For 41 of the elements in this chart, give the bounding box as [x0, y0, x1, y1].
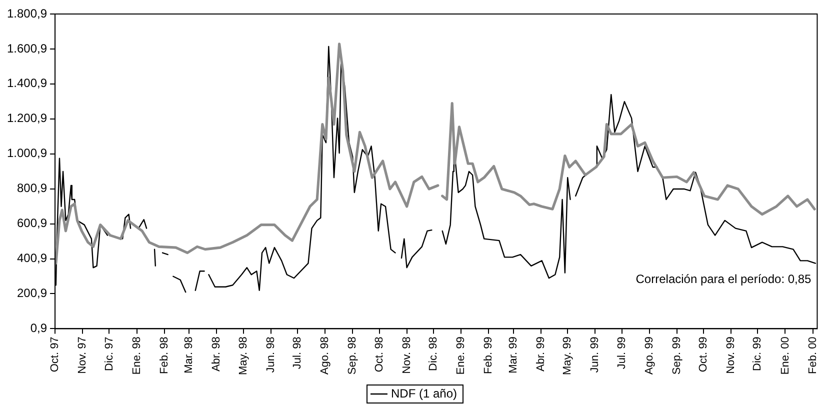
x-tick-label: Mar. 99 — [507, 336, 520, 374]
x-tick-label: Nov. 99 — [725, 336, 738, 374]
x-tick-label: Oct. 97 — [49, 336, 62, 372]
x-tick-label: Abr. 98 — [210, 336, 223, 372]
x-tick-label: Jul. 98 — [292, 336, 304, 370]
x-tick-label: Nov. 98 — [400, 336, 413, 374]
x-tick-label: Ene. 00 — [779, 336, 792, 375]
y-tick-label: 800,9 — [17, 181, 48, 196]
x-tick-label: Ene. 99 — [455, 336, 468, 375]
annotation: Correlación para el período: 0,85 — [636, 272, 812, 286]
x-tick-label: Ago. 98 — [319, 336, 332, 375]
x-tick-label: May. 98 — [237, 336, 250, 375]
x-tick-label: Feb. 98 — [158, 336, 170, 374]
y-tick-label: 1.200,9 — [6, 111, 48, 126]
x-tick-label: Abr. 99 — [534, 336, 547, 372]
x-tick-label: Dic. 98 — [427, 336, 440, 371]
y-tick-label: 600,9 — [17, 216, 48, 230]
x-tick-label: Jun. 99 — [589, 336, 602, 373]
y-tick-label: 0,9 — [30, 321, 48, 335]
x-tick-label: May. 99 — [562, 336, 574, 375]
y-tick-label: 1.800,9 — [6, 6, 48, 20]
x-tick-label: Ago. 99 — [643, 336, 656, 375]
x-tick-label: Ene. 98 — [130, 336, 143, 375]
y-tick-label: 1.600,9 — [6, 41, 48, 56]
x-tick-label: Dic. 99 — [752, 336, 764, 371]
x-tick-label: Oct. 98 — [373, 336, 386, 372]
y-tick-label: 1.000,9 — [6, 146, 48, 160]
x-tick-label: Jun. 98 — [264, 336, 277, 373]
x-tick-label: Feb. 99 — [482, 336, 495, 374]
x-tick-label: Nov. 97 — [76, 336, 89, 374]
x-tick-label: Oct. 99 — [698, 336, 710, 372]
y-tick-label: 1.400,9 — [6, 76, 48, 90]
x-tick-label: Dic. 97 — [103, 336, 116, 371]
x-tick-label: Jul. 99 — [616, 336, 628, 370]
legend-label: NDF (1 año) — [390, 386, 458, 400]
x-tick-label: Sep. 99 — [670, 336, 683, 375]
y-tick-label: 200,9 — [17, 286, 48, 300]
y-tick-label: 400,9 — [17, 251, 48, 266]
x-tick-label: Mar. 98 — [183, 336, 196, 374]
x-tick-label: Sep. 98 — [346, 336, 359, 375]
x-tick-label: Feb. 00 — [806, 336, 819, 374]
